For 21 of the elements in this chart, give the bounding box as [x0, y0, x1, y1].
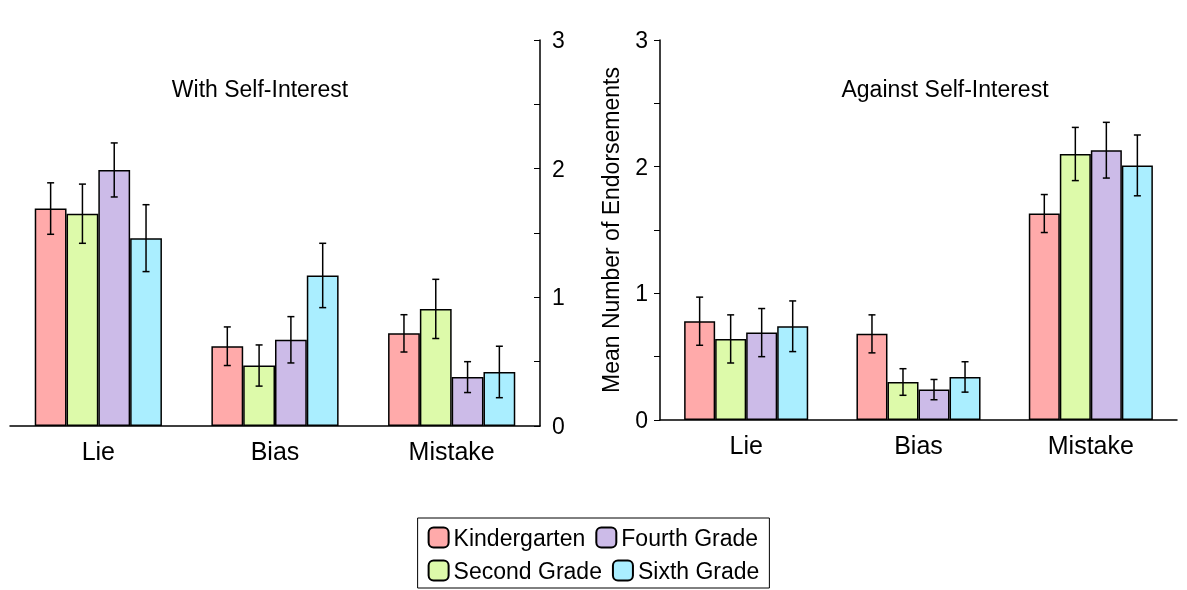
x-tick-label: Mistake: [408, 436, 495, 465]
legend-label: Sixth Grade: [637, 557, 760, 584]
legend-label: Second Grade: [453, 557, 602, 584]
y-tick-label: 3: [552, 27, 565, 53]
y-axis-title: Mean Number of Endorsements: [597, 67, 624, 393]
y-tick-label: 1: [635, 280, 648, 307]
y-tick-label: 2: [635, 153, 648, 180]
x-tick-label: Bias: [250, 436, 300, 465]
x-tick-label: Mistake: [1047, 430, 1134, 459]
y-tick-label: 1: [552, 284, 565, 311]
y-tick-label: 0: [552, 413, 565, 439]
x-tick-label: Lie: [81, 436, 116, 465]
x-tick-label: Bias: [894, 430, 943, 459]
y-tick-label: 3: [635, 27, 648, 53]
y-tick-label: 2: [552, 155, 565, 182]
text: With Self-Interest: [171, 75, 349, 102]
legend-label: Fourth Grade: [621, 524, 759, 551]
y-tick-label: 0: [635, 407, 648, 433]
legend-label: Kindergarten: [453, 524, 586, 551]
x-tick-label: Lie: [729, 430, 763, 459]
text: Against Self-Interest: [841, 75, 1050, 102]
